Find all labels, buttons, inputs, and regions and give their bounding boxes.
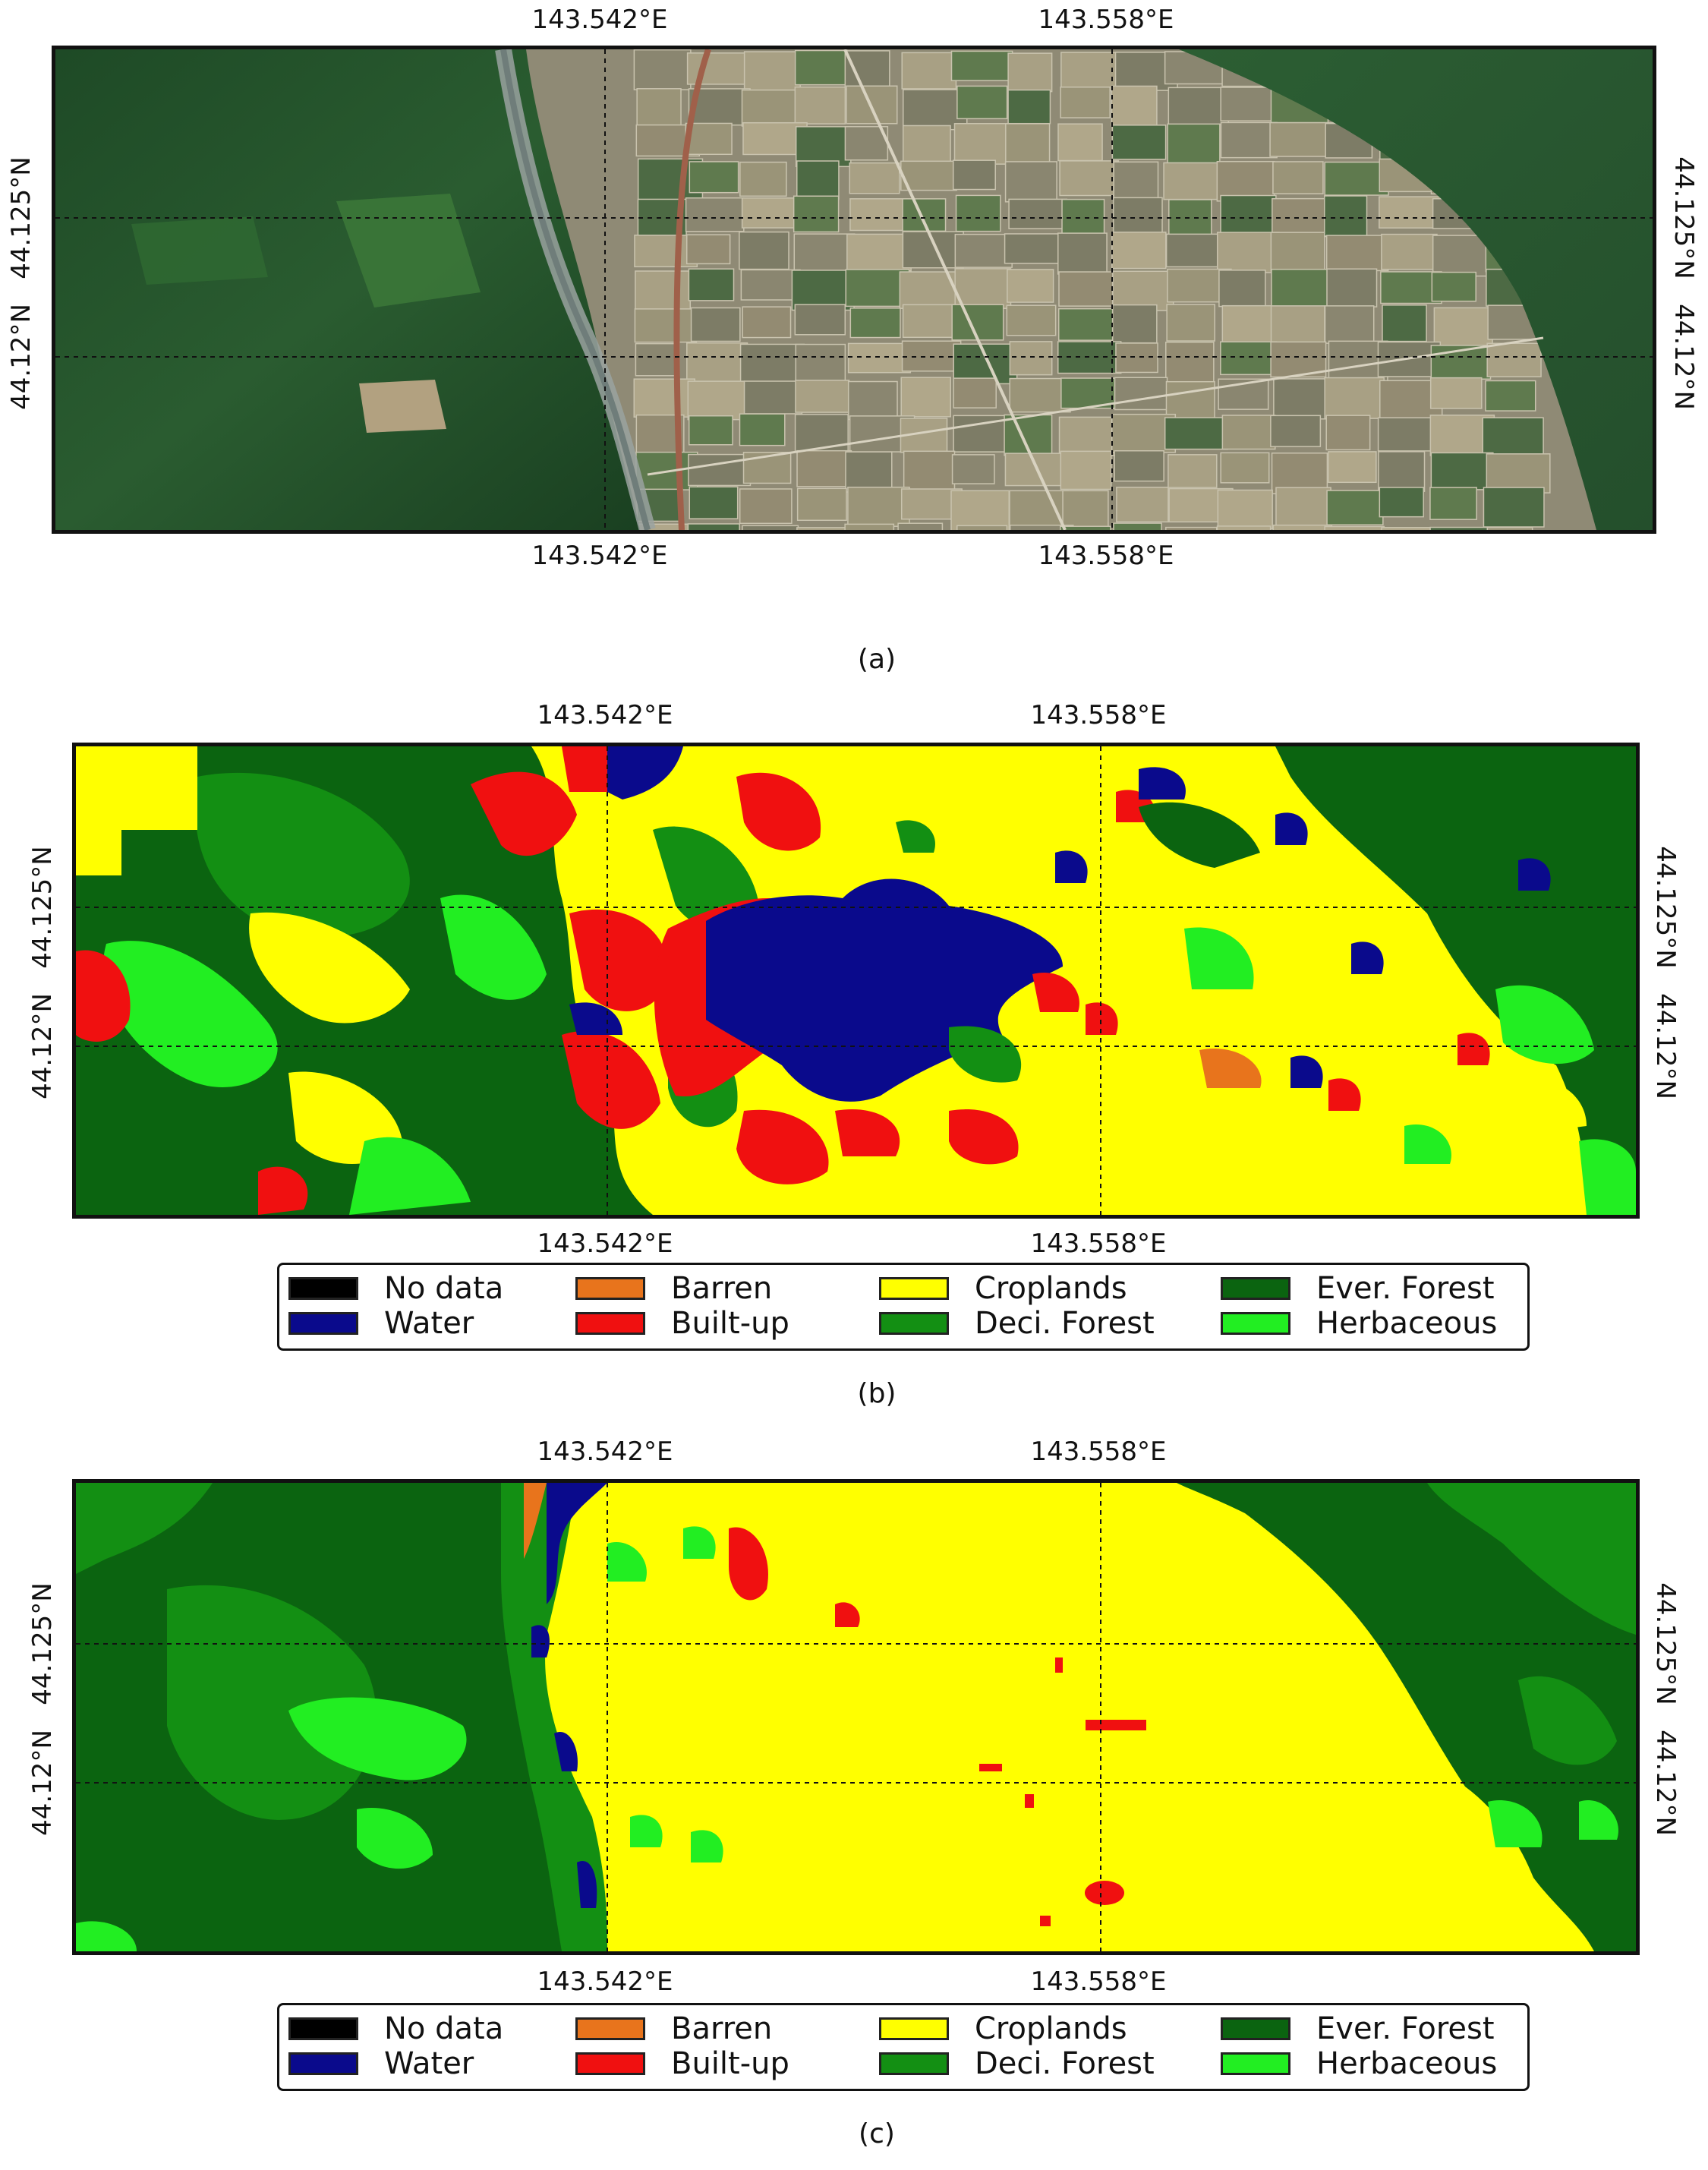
legend-label-herbaceous: Herbaceous (1316, 2046, 1498, 2081)
bottom-lon-tick-1: 143.542°E (537, 1967, 673, 1997)
legend-item-herbaceous: Herbaceous (1221, 2046, 1498, 2081)
left-lat-tick-1: 44.125°N (27, 846, 58, 969)
legend-swatch-built-up (575, 2052, 645, 2075)
legend-label-deci-forest: Deci. Forest (975, 2046, 1155, 2081)
legend-item-no-data: No data (288, 2011, 504, 2046)
legend-label-croplands: Croplands (975, 2011, 1127, 2046)
legend-swatch-barren (575, 1277, 645, 1300)
left-lat-tick-2: 44.12°N (6, 304, 36, 410)
satellite-image (55, 49, 1653, 530)
legend-item-ever-forest: Ever. Forest (1221, 2011, 1495, 2046)
left-lat-tick-1: 44.125°N (6, 156, 36, 279)
legend-item-croplands: Croplands (879, 1271, 1127, 1306)
legend-swatch-ever-forest (1221, 2017, 1290, 2040)
legend-item-water: Water (288, 1306, 474, 1341)
legend-label-barren: Barren (671, 2011, 773, 2046)
top-lon-tick-2: 143.558°E (1030, 1437, 1167, 1467)
caption-c: (c) (859, 2118, 895, 2149)
left-lat-tick-2: 44.12°N (27, 1730, 58, 1836)
satellite-map (52, 46, 1656, 534)
right-lat-tick-2: 44.12°N (1650, 993, 1681, 1099)
legend-item-water: Water (288, 2046, 474, 2081)
bottom-lon-tick-1: 143.542°E (531, 541, 668, 571)
legend-swatch-croplands (879, 1277, 949, 1300)
right-lat-tick-2: 44.12°N (1650, 1730, 1681, 1836)
top-lon-tick-1: 143.542°E (531, 5, 668, 35)
right-lat-tick-1: 44.125°N (1650, 1582, 1681, 1705)
legend-item-no-data: No data (288, 1271, 504, 1306)
top-lon-tick-1: 143.542°E (537, 700, 673, 730)
legend-item-deci-forest: Deci. Forest (879, 2046, 1155, 2081)
legend-item-built-up: Built-up (575, 2046, 789, 2081)
legend-swatch-croplands (879, 2017, 949, 2040)
legend-label-barren: Barren (671, 1271, 773, 1306)
legend-swatch-herbaceous (1221, 1312, 1290, 1335)
top-lon-tick-2: 143.558°E (1030, 700, 1167, 730)
legend-label-ever-forest: Ever. Forest (1316, 1271, 1495, 1306)
land-cover-raster-b (76, 746, 1636, 1215)
caption-b: (b) (857, 1378, 897, 1409)
bottom-lon-tick-2: 143.558°E (1030, 1229, 1167, 1259)
legend-label-built-up: Built-up (671, 1306, 789, 1341)
legend-swatch-barren (575, 2017, 645, 2040)
legend-swatch-water (288, 2052, 358, 2075)
legend-label-herbaceous: Herbaceous (1316, 1306, 1498, 1341)
legend-b: No data Water Barren Built-up Croplands Deci.… (277, 1263, 1530, 1351)
legend-swatch-deci-forest (879, 2052, 949, 2075)
legend-swatch-no-data (288, 1277, 358, 1300)
legend-item-built-up: Built-up (575, 1306, 789, 1341)
legend-label-water: Water (384, 1306, 474, 1341)
left-lat-tick-2: 44.12°N (27, 993, 58, 1099)
caption-a: (a) (857, 644, 897, 675)
land-cover-raster-c (76, 1483, 1636, 1951)
right-lat-tick-1: 44.125°N (1669, 156, 1699, 279)
legend-label-water: Water (384, 2046, 474, 2081)
bottom-lon-tick-2: 143.558°E (1038, 541, 1174, 571)
legend-item-ever-forest: Ever. Forest (1221, 1271, 1495, 1306)
legend-item-croplands: Croplands (879, 2011, 1127, 2046)
legend-label-built-up: Built-up (671, 2046, 789, 2081)
legend-swatch-no-data (288, 2017, 358, 2040)
top-lon-tick-2: 143.558°E (1038, 5, 1174, 35)
legend-c: No data Water Barren Built-up Croplands Deci.… (277, 2003, 1530, 2091)
right-lat-tick-1: 44.125°N (1650, 846, 1681, 969)
bottom-lon-tick-1: 143.542°E (537, 1229, 673, 1259)
right-lat-tick-2: 44.12°N (1669, 304, 1699, 410)
legend-label-no-data: No data (384, 2011, 504, 2046)
classification-map-c (72, 1479, 1640, 1955)
legend-swatch-herbaceous (1221, 2052, 1290, 2075)
legend-item-deci-forest: Deci. Forest (879, 1306, 1155, 1341)
classification-map-b (72, 743, 1640, 1219)
legend-item-barren: Barren (575, 2011, 773, 2046)
legend-swatch-built-up (575, 1312, 645, 1335)
top-lon-tick-1: 143.542°E (537, 1437, 673, 1467)
legend-label-no-data: No data (384, 1271, 504, 1306)
legend-swatch-ever-forest (1221, 1277, 1290, 1300)
legend-swatch-water (288, 1312, 358, 1335)
legend-item-herbaceous: Herbaceous (1221, 1306, 1498, 1341)
left-lat-tick-1: 44.125°N (27, 1582, 58, 1705)
legend-label-deci-forest: Deci. Forest (975, 1306, 1155, 1341)
bottom-lon-tick-2: 143.558°E (1030, 1967, 1167, 1997)
legend-item-barren: Barren (575, 1271, 773, 1306)
legend-label-croplands: Croplands (975, 1271, 1127, 1306)
legend-swatch-deci-forest (879, 1312, 949, 1335)
legend-label-ever-forest: Ever. Forest (1316, 2011, 1495, 2046)
